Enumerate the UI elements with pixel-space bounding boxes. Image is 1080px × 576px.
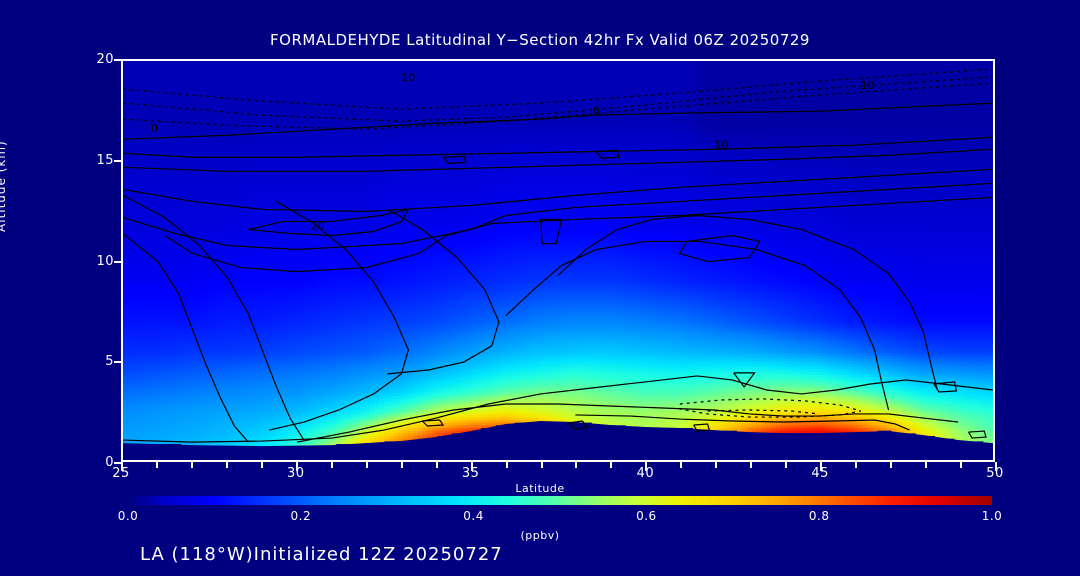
x-tick-mark xyxy=(680,462,683,468)
x-tick-mark xyxy=(785,462,788,468)
x-tick-mark xyxy=(365,462,368,468)
contour-line xyxy=(123,375,993,443)
x-tick-mark xyxy=(400,462,403,468)
x-axis-title: Latitude xyxy=(0,482,1080,495)
x-tick-mark xyxy=(190,462,193,468)
colorbar-unit-label: (ppbv) xyxy=(0,529,1080,542)
contour-line xyxy=(557,214,938,391)
x-tick-mark xyxy=(540,462,543,468)
contour-line xyxy=(421,419,445,427)
contour-label: 20 xyxy=(311,220,325,233)
contour-line xyxy=(123,148,993,172)
colorbar-tick-label: 0.4 xyxy=(449,509,499,523)
x-tick-mark xyxy=(295,462,298,471)
contour-line xyxy=(123,194,305,441)
contour-line xyxy=(123,82,993,130)
contour-line xyxy=(248,208,410,237)
contour-line xyxy=(505,240,890,411)
contour-label: 10 xyxy=(861,79,875,92)
x-tick-mark xyxy=(960,462,963,468)
contour-label: 10 xyxy=(401,71,415,84)
x-tick-mark xyxy=(155,462,158,468)
contour-line xyxy=(539,218,563,245)
x-tick-mark xyxy=(855,462,858,468)
colorbar-tick-label: 0.8 xyxy=(794,509,844,523)
contour-line xyxy=(693,423,711,432)
plot-area: 0 10 10 20 0 10 xyxy=(121,59,995,462)
contour-line xyxy=(123,168,993,213)
x-tick-label: 45 xyxy=(800,466,840,482)
y-tick-mark xyxy=(114,462,121,464)
x-tick-mark xyxy=(505,462,508,468)
y-tick-label: 0 xyxy=(78,455,114,470)
y-tick-label: 10 xyxy=(78,254,114,269)
contour-line xyxy=(595,149,620,159)
y-tick-mark xyxy=(114,59,121,61)
y-tick-mark xyxy=(114,361,121,364)
contour-line xyxy=(733,372,756,388)
y-tick-label: 20 xyxy=(78,52,114,67)
x-tick-mark xyxy=(995,462,997,471)
colorbar xyxy=(128,496,992,505)
x-tick-mark xyxy=(715,462,718,468)
contour-line xyxy=(575,414,910,431)
colorbar-tick-label: 0.0 xyxy=(103,509,153,523)
y-tick-mark xyxy=(114,260,121,263)
y-tick-label: 5 xyxy=(78,354,114,369)
contour-line xyxy=(679,398,861,418)
x-tick-label: 50 xyxy=(975,466,1015,482)
y-tick-label: 15 xyxy=(78,153,114,168)
contour-line xyxy=(123,102,993,140)
contour-label: 0 xyxy=(593,104,600,117)
x-tick-mark xyxy=(435,462,438,468)
x-tick-label: 30 xyxy=(276,466,316,482)
x-tick-mark xyxy=(225,462,228,468)
contour-line xyxy=(164,196,993,273)
contour-line xyxy=(296,403,959,443)
contour-line xyxy=(933,381,958,393)
terrain-mask xyxy=(123,421,993,460)
contour-line xyxy=(568,420,589,430)
colorbar-tick-label: 0.6 xyxy=(621,509,671,523)
x-tick-mark xyxy=(645,462,648,471)
x-tick-mark xyxy=(260,462,263,468)
x-tick-mark xyxy=(820,462,823,471)
x-tick-mark xyxy=(470,462,473,471)
x-tick-label: 40 xyxy=(625,466,665,482)
colorbar-tick-label: 0.2 xyxy=(276,509,326,523)
contour-line xyxy=(707,409,820,415)
x-tick-mark xyxy=(925,462,928,468)
contour-line xyxy=(678,234,761,263)
caption: LA (118°W)Initialized 12Z 20250727 xyxy=(140,544,503,565)
contour-line xyxy=(123,76,993,122)
contour-line xyxy=(268,200,410,431)
x-tick-mark xyxy=(121,462,123,471)
x-tick-mark xyxy=(575,462,578,468)
contour-line xyxy=(123,233,249,443)
heatmap-field: 0 10 10 20 0 10 xyxy=(123,61,993,460)
contour-line xyxy=(123,68,993,110)
y-tick-mark xyxy=(114,159,121,162)
x-tick-mark xyxy=(890,462,893,468)
y-axis-title: Altitude (km) xyxy=(0,140,8,232)
x-tick-label: 35 xyxy=(451,466,491,482)
x-tick-mark xyxy=(610,462,613,468)
x-tick-mark xyxy=(750,462,753,468)
chart-title: FORMALDEHYDE Latitudinal Y−Section 42hr … xyxy=(0,31,1080,49)
colorbar-tick-label: 1.0 xyxy=(967,509,1017,523)
contour-line xyxy=(387,208,500,375)
contour-line xyxy=(123,136,993,158)
x-tick-label: 25 xyxy=(101,466,141,482)
contour-line xyxy=(968,430,987,439)
x-tick-mark xyxy=(330,462,333,468)
contour-line xyxy=(442,155,467,164)
contour-label: 10 xyxy=(715,138,729,151)
contour-label: 0 xyxy=(151,122,158,135)
contour-line xyxy=(123,182,993,251)
